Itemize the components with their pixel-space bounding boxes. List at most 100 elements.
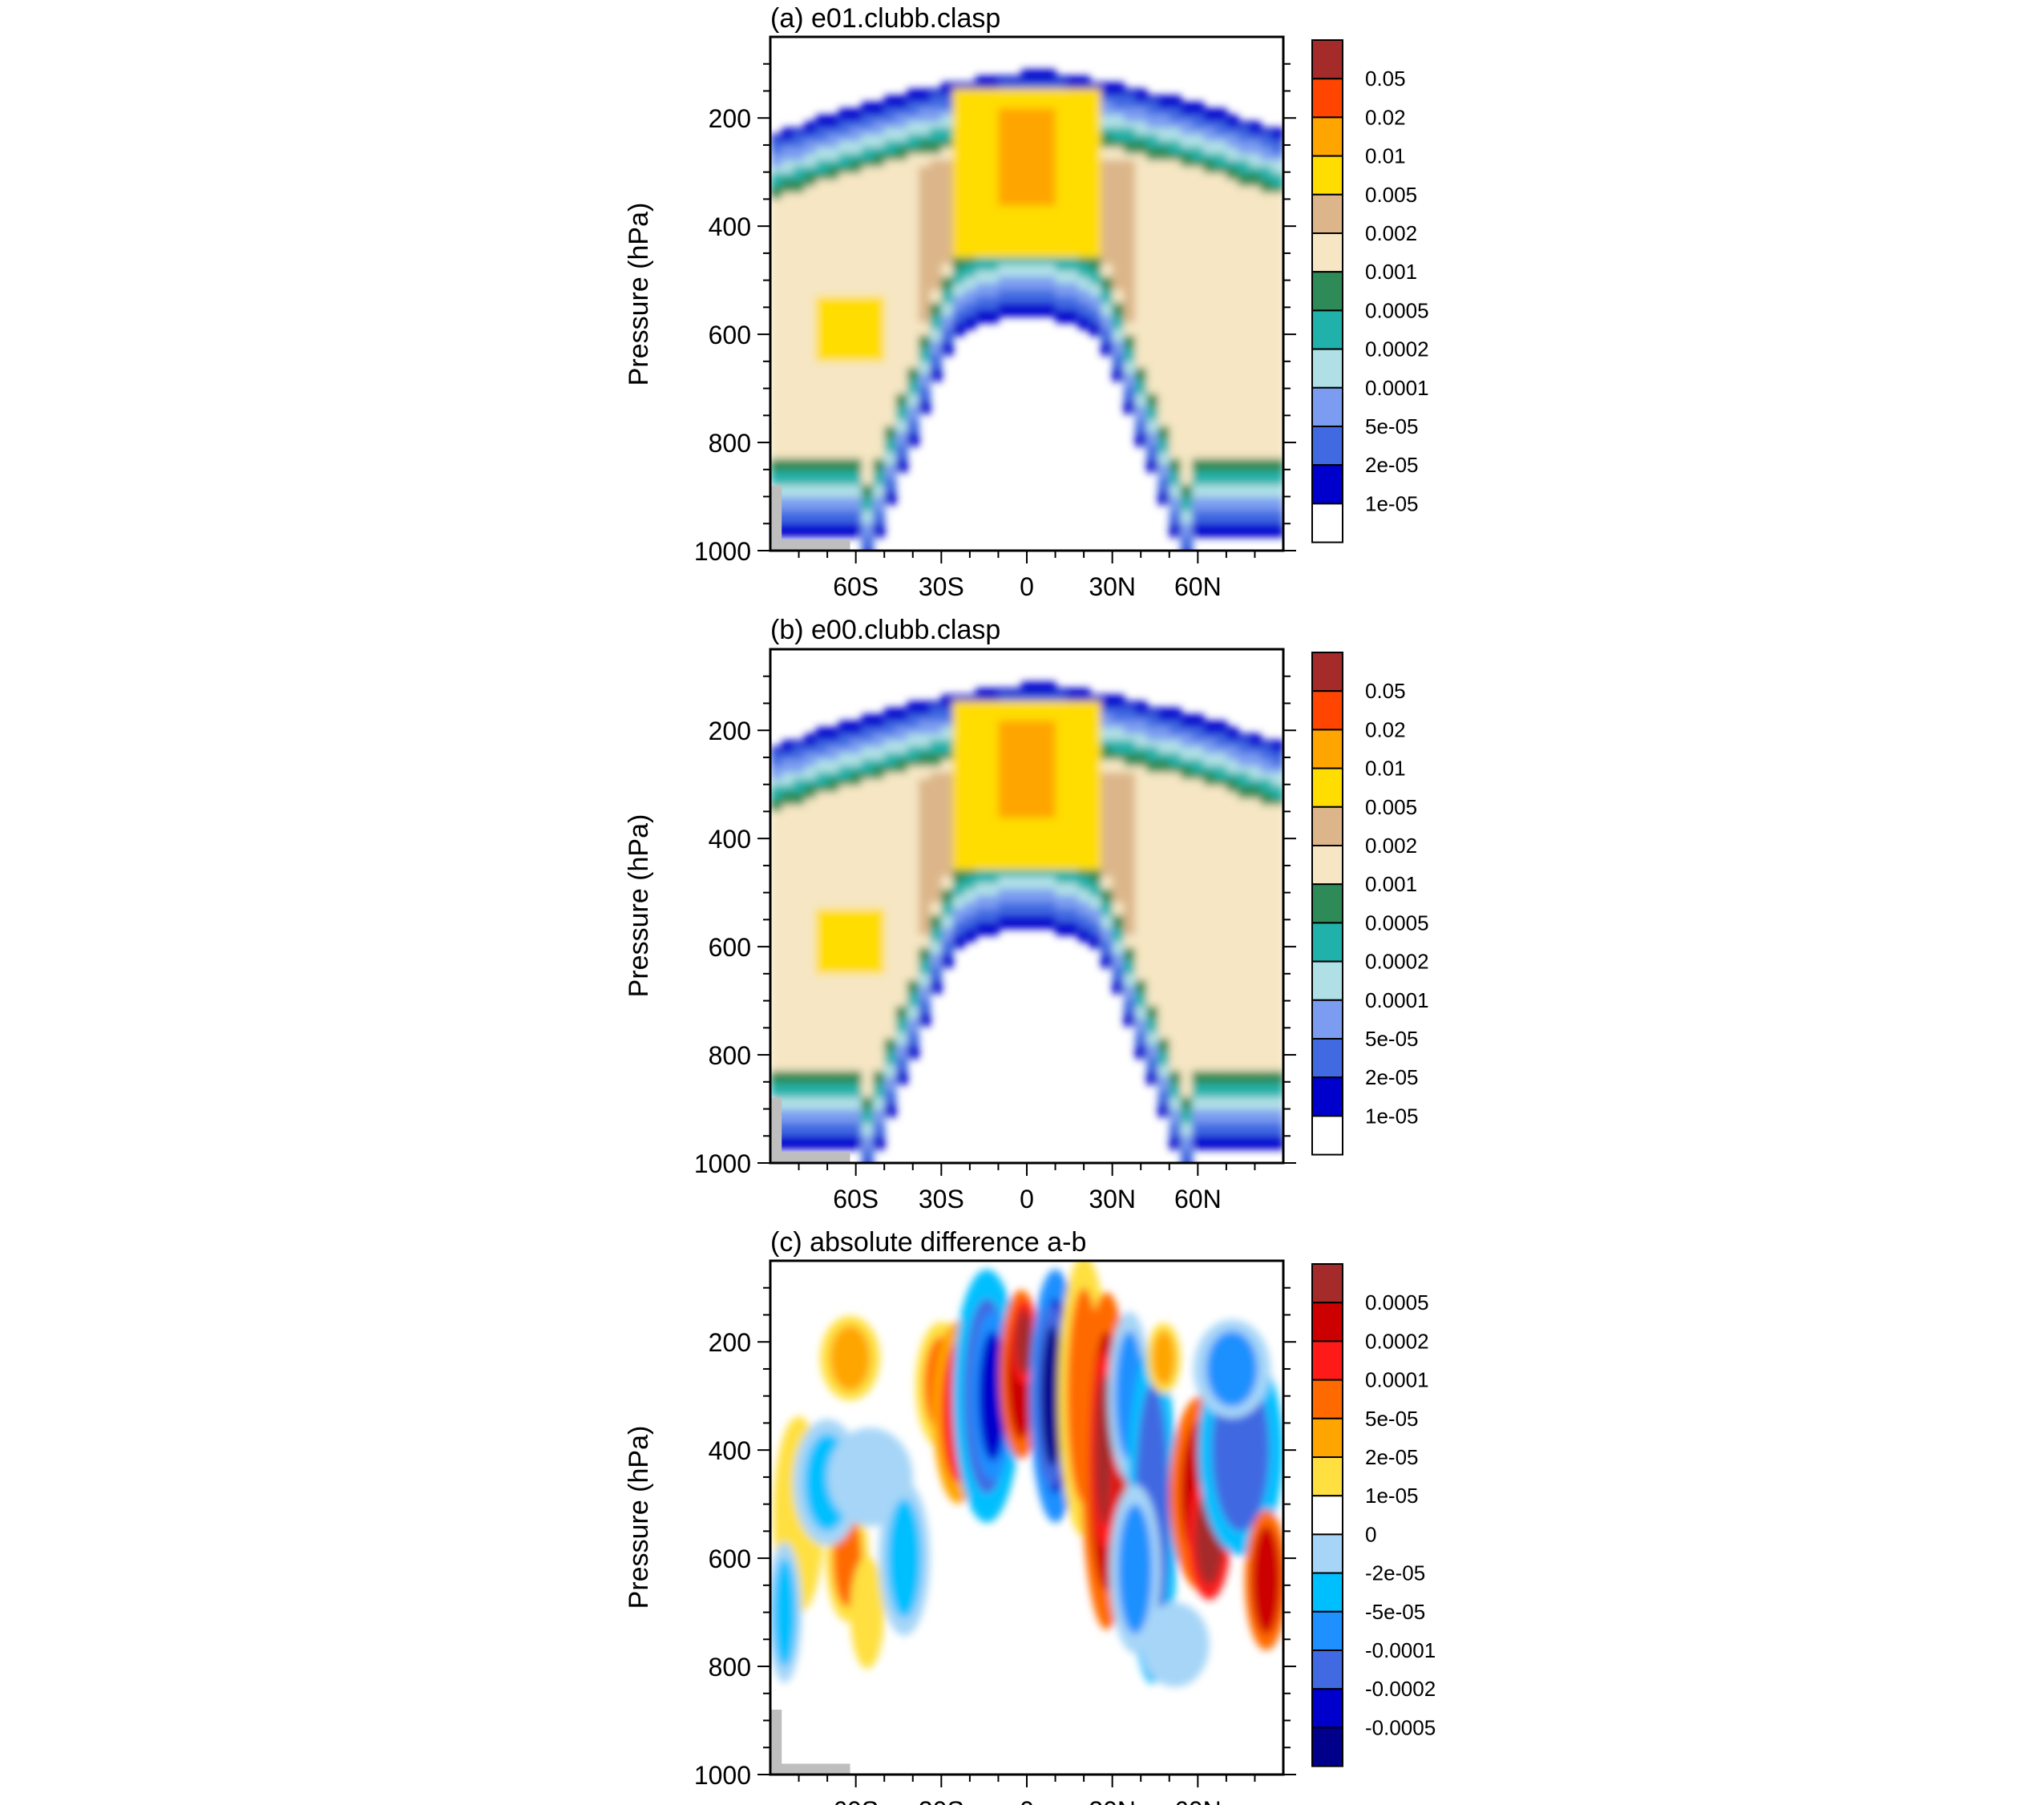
contour-cell [827, 1109, 840, 1117]
contour-cell [1020, 69, 1034, 77]
contour-cell [930, 270, 943, 278]
contour-cell [1249, 303, 1262, 311]
contour-cell [1157, 316, 1170, 324]
contour-cell [850, 830, 862, 838]
contour-cell [793, 1136, 806, 1144]
contour-cell [1169, 517, 1182, 525]
contour-cell [815, 419, 829, 427]
contour-cell [1214, 432, 1227, 440]
contour-cell [1112, 251, 1125, 259]
contour-cell [1203, 166, 1216, 174]
contour-cell [1238, 792, 1250, 800]
contour-cell [827, 180, 840, 188]
contour-cell [1260, 160, 1273, 168]
contour-cell [987, 740, 1000, 748]
contour-cell [1226, 922, 1239, 930]
contour-cell [770, 277, 783, 285]
contour-cell [1044, 199, 1056, 207]
contour-cell [1123, 224, 1137, 232]
contour-cell [1101, 895, 1113, 903]
contour-cell [1192, 915, 1205, 923]
contour-cell [782, 1071, 794, 1079]
contour-cell [1249, 530, 1262, 538]
contour-cell [1181, 432, 1194, 440]
contour-cell [930, 257, 943, 265]
contour-cell [918, 212, 931, 220]
contour-cell [1271, 798, 1283, 806]
contour-cell [815, 296, 829, 304]
contour-cell [1146, 432, 1159, 440]
contour-cell [907, 947, 919, 955]
contour-cell [1020, 882, 1034, 890]
contour-cell [1260, 1090, 1273, 1098]
contour-cell [1238, 244, 1250, 252]
contour-cell [1101, 218, 1113, 226]
contour-cell [930, 335, 943, 343]
contour-cell [793, 530, 806, 538]
contour-cell [850, 238, 862, 246]
contour-cell [1169, 753, 1182, 761]
contour-cell [930, 843, 943, 851]
contour-cell [895, 863, 908, 871]
contour-cell [1078, 127, 1091, 135]
contour-cell [1066, 238, 1079, 246]
contour-cell [861, 536, 874, 544]
contour-cell [1249, 759, 1262, 767]
contour-cell [873, 1071, 886, 1079]
contour-cell [1203, 824, 1216, 832]
contour-cell [1249, 1129, 1262, 1137]
contour-cell [1123, 329, 1137, 337]
contour-cell [907, 740, 919, 748]
contour-cell [793, 316, 806, 324]
contour-cell [1169, 264, 1182, 272]
contour-cell [1157, 205, 1170, 213]
contour-cell [1181, 497, 1194, 505]
contour-cell [1203, 1071, 1216, 1079]
contour-cell [907, 979, 919, 987]
contour-cell [1226, 387, 1239, 395]
contour-cell [850, 309, 862, 317]
contour-cell [952, 218, 965, 226]
contour-cell [1226, 218, 1239, 226]
contour-cell [850, 316, 862, 324]
contour-cell [804, 1058, 817, 1066]
contour-cell [884, 1077, 897, 1085]
contour-cell [861, 778, 874, 786]
contour-cell [1181, 987, 1194, 995]
contour-cell [1203, 186, 1216, 194]
contour-cell [838, 354, 851, 362]
contour-cell [1238, 954, 1250, 962]
contour-cell [1157, 387, 1170, 395]
contour-cell [782, 264, 794, 272]
contour-cell [804, 753, 817, 761]
contour-cell [1123, 115, 1137, 123]
contour-cell [1238, 530, 1250, 538]
contour-cell [1181, 935, 1194, 943]
contour-cell [1044, 922, 1056, 930]
contour-cell [1214, 446, 1227, 454]
contour-cell [873, 491, 886, 499]
contour-cell [861, 798, 874, 806]
contour-cell [1066, 88, 1079, 96]
contour-cell [827, 341, 840, 349]
contour-cell [907, 394, 919, 402]
contour-cell [941, 348, 954, 356]
contour-cell [1089, 889, 1102, 897]
contour-cell [1238, 1103, 1250, 1111]
contour-cell [1260, 231, 1273, 239]
contour-cell [873, 465, 886, 473]
contour-cell [907, 759, 919, 767]
panel-b-title: (b) e00.clubb.clasp [770, 615, 1000, 645]
contour-cell [1089, 303, 1102, 311]
contour-cell [1169, 979, 1182, 987]
contour-cell [1135, 1019, 1148, 1027]
contour-cell [1181, 798, 1194, 806]
contour-cell [1249, 1117, 1262, 1125]
contour-cell [987, 727, 1000, 735]
contour-cell [1066, 296, 1079, 304]
contour-cell [952, 830, 965, 838]
contour-cell [941, 153, 954, 161]
contour-cell [1009, 902, 1022, 910]
contour-cell [884, 908, 897, 916]
contour-cell [1181, 277, 1194, 285]
